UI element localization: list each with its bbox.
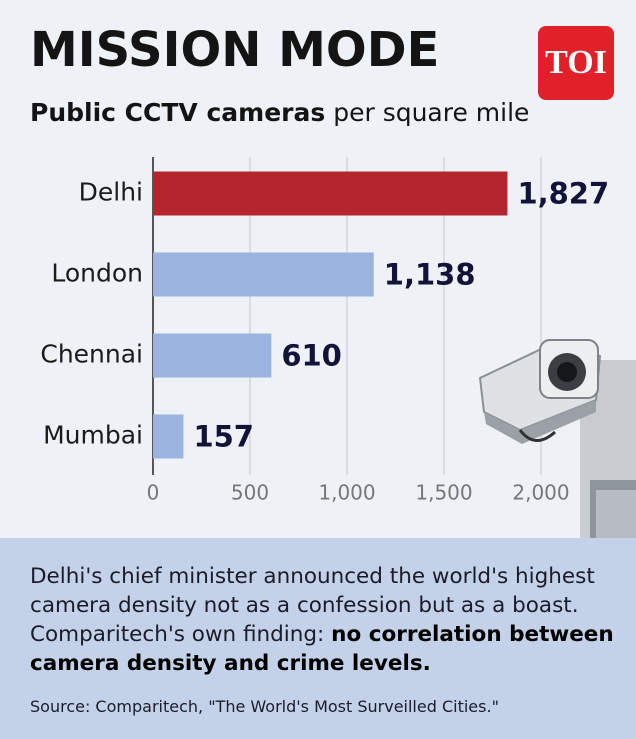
logo: TOI <box>545 44 607 81</box>
subtitle-regular: per square mile <box>333 98 529 127</box>
x-tick-label: 2,000 <box>512 481 569 505</box>
chart-title: MISSION MODE <box>30 22 439 78</box>
bar <box>153 171 508 216</box>
logo-box <box>538 26 614 100</box>
x-tick-label: 500 <box>231 481 269 505</box>
subtitle-bold: Public CCTV cameras <box>30 98 325 127</box>
value-label: 610 <box>281 339 342 373</box>
value-label: 1,138 <box>384 258 476 292</box>
note-panel <box>0 538 636 739</box>
value-label: 157 <box>193 420 254 454</box>
x-tick-label: 1,500 <box>415 481 472 505</box>
source: Source: Comparitech, "The World's Most S… <box>30 697 499 716</box>
camera-illustration <box>478 339 636 538</box>
chart: MISSION MODE Public CCTV cameras per squ… <box>30 22 636 538</box>
note-bold: no correlation between camera density an… <box>30 622 614 676</box>
category-label: London <box>51 259 143 288</box>
category-label: Chennai <box>40 340 143 369</box>
value-label: 1,827 <box>517 177 609 211</box>
bar <box>153 414 184 459</box>
bar <box>153 333 272 378</box>
x-tick-label: 1,000 <box>318 481 375 505</box>
x-tick-label: 0 <box>147 481 160 505</box>
bar <box>153 252 374 297</box>
subtitle: Public CCTV cameras per square mile <box>30 98 529 127</box>
note-text: Delhi's chief minister announced the wor… <box>30 564 595 647</box>
note: Delhi's chief minister announced the wor… <box>30 562 615 678</box>
category-label: Mumbai <box>43 421 143 450</box>
category-label: Delhi <box>79 178 143 207</box>
